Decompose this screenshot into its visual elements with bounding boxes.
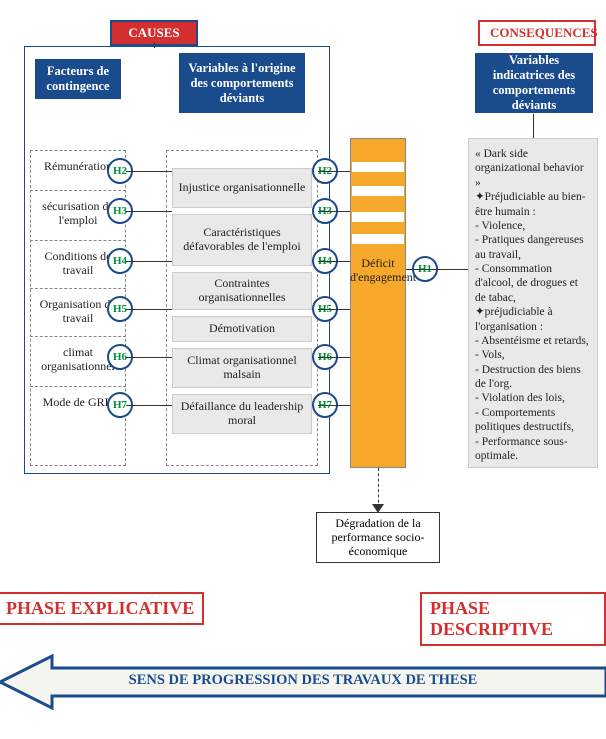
connector-line — [126, 261, 172, 262]
deficit-stripe — [352, 212, 404, 222]
factor-separator — [30, 288, 126, 289]
deficit-stripe — [352, 234, 404, 244]
connector-line — [126, 171, 172, 172]
variables-title: Variables à l'origine des comportements … — [178, 52, 306, 114]
connector-line — [406, 269, 468, 270]
connector-line — [318, 405, 350, 406]
variable-box: Démotivation — [172, 316, 312, 342]
deficit-stripe — [352, 162, 404, 172]
variable-box: Contraintes organisationnelles — [172, 272, 312, 310]
connector-line — [126, 309, 172, 310]
deficit-label: Déficit d'engagement — [350, 256, 406, 285]
variable-box: Caractéristiques défavorables de l'emplo… — [172, 214, 312, 266]
connector-line — [318, 357, 350, 358]
progression-arrow-label: SENS DE PROGRESSION DES TRAVAUX DE THESE — [0, 672, 606, 689]
variable-box: Climat organisationnel malsain — [172, 348, 312, 388]
consequences-header: CONSEQUENCES — [478, 20, 596, 46]
indicatrices-title: Variables indicatrices des comportements… — [474, 52, 594, 114]
connector-line — [533, 114, 534, 138]
connector-line — [318, 309, 350, 310]
factor-separator — [30, 386, 126, 387]
degradation-box: Dégradation de la performance socio-écon… — [316, 512, 440, 563]
dashed-arrow-down — [378, 468, 379, 508]
connector-line — [126, 211, 172, 212]
factor-separator — [30, 240, 126, 241]
consequences-body: « Dark side organizational behavior » ✦P… — [468, 138, 598, 468]
connector-line — [154, 42, 155, 48]
phase-descriptive: PHASE DESCRIPTIVE — [420, 592, 606, 646]
factor-separator — [30, 190, 126, 191]
phase-explicative: PHASE EXPLICATIVE — [0, 592, 204, 625]
variable-box: Défaillance du leadership moral — [172, 394, 312, 434]
connector-line — [126, 405, 172, 406]
connector-line — [318, 211, 350, 212]
deficit-stripe — [352, 186, 404, 196]
factor-separator — [30, 336, 126, 337]
connector-line — [126, 357, 172, 358]
facteurs-title: Facteurs de contingence — [34, 58, 122, 100]
connector-line — [318, 261, 350, 262]
variable-box: Injustice organisationnelle — [172, 168, 312, 208]
connector-line — [318, 171, 350, 172]
